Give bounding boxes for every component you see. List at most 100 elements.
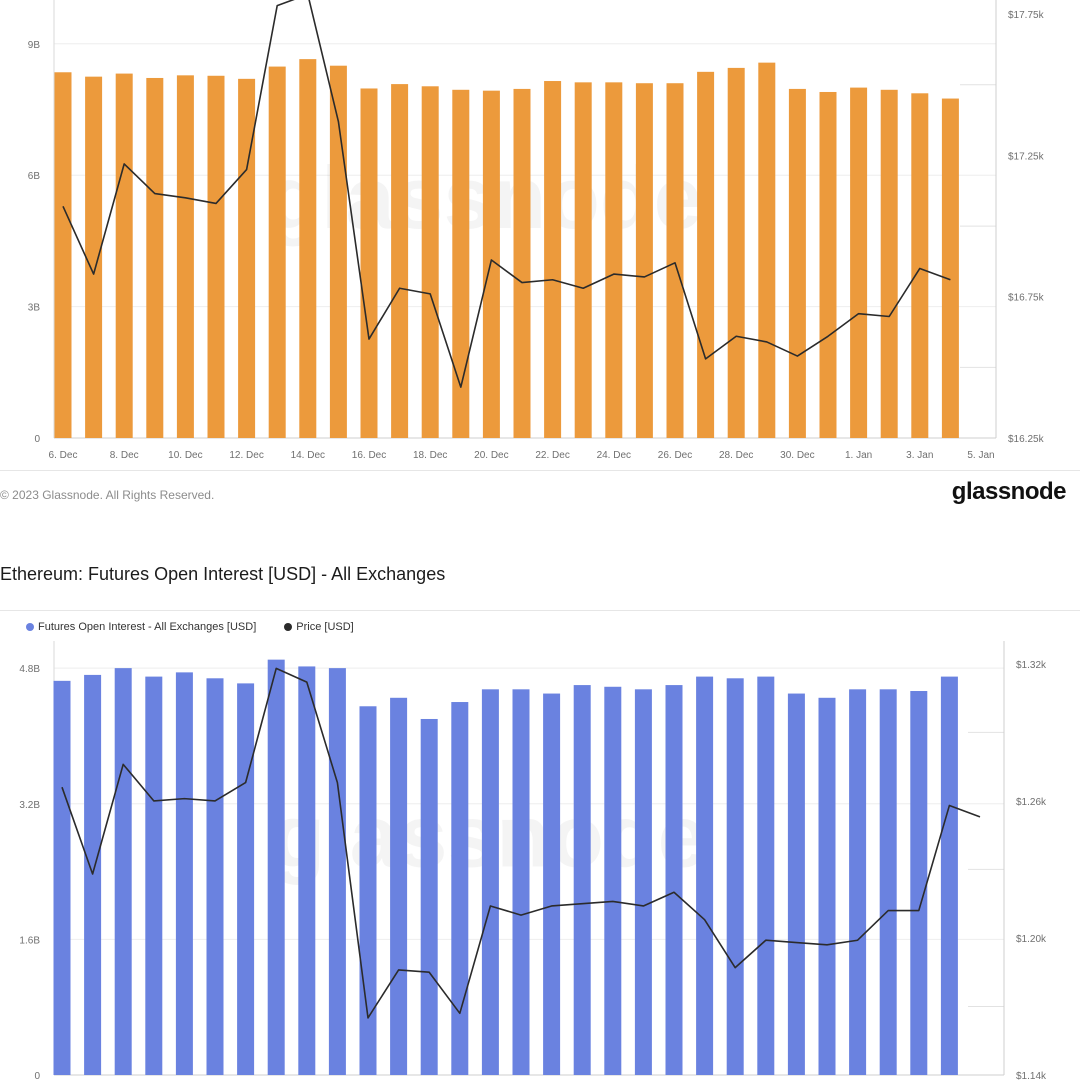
right-axis-tick-label: $1.26k bbox=[1016, 797, 1047, 808]
x-axis-tick-label: 6. Dec bbox=[49, 450, 78, 461]
oi-bar bbox=[757, 676, 775, 1075]
legend-dot-price bbox=[284, 623, 293, 631]
right-axis-tick-label: $1.14k bbox=[1016, 1071, 1047, 1082]
eth-futures-oi-chart: 01.6B3.2B4.8B$1.14k$1.20k$1.26k$1.32kgla… bbox=[19, 641, 1047, 1082]
oi-bar bbox=[329, 65, 347, 438]
legend-item-price[interactable]: Price [USD] bbox=[284, 621, 354, 633]
oi-bar bbox=[604, 686, 622, 1075]
oi-bar bbox=[328, 668, 346, 1075]
btc-futures-oi-chart-panel: 03B6B9B$16.25k$16.75k$17.25k$17.75kglass… bbox=[0, 0, 1080, 471]
right-axis-tick-label: $17.25k bbox=[1008, 151, 1045, 162]
oi-bar bbox=[85, 76, 103, 439]
oi-bar bbox=[114, 668, 132, 1075]
eth-chart-title: Ethereum: Futures Open Interest [USD] - … bbox=[0, 564, 446, 584]
right-axis-tick-label: $16.75k bbox=[1008, 293, 1045, 304]
oi-bar bbox=[360, 88, 378, 438]
oi-bar bbox=[298, 666, 316, 1075]
x-axis-tick-label: 24. Dec bbox=[597, 450, 631, 461]
oi-bar bbox=[910, 691, 928, 1075]
legend-item-open-interest[interactable]: Futures Open Interest - All Exchanges [U… bbox=[26, 621, 256, 633]
oi-bar bbox=[115, 73, 133, 439]
oi-bar bbox=[359, 706, 377, 1075]
left-axis-tick-label: 9B bbox=[28, 40, 41, 51]
legend-label-open-interest: Futures Open Interest - All Exchanges [U… bbox=[38, 621, 257, 633]
oi-bar bbox=[727, 67, 745, 438]
oi-bar bbox=[145, 676, 163, 1075]
oi-bar bbox=[481, 689, 499, 1075]
right-axis-tick-label: $1.32k bbox=[1016, 660, 1047, 671]
oi-bar bbox=[175, 672, 193, 1075]
oi-bar bbox=[818, 697, 836, 1075]
left-axis-tick-label: 4.8B bbox=[19, 664, 40, 675]
chart-legend: Futures Open Interest - All Exchanges [U… bbox=[26, 621, 354, 633]
oi-bar bbox=[543, 693, 561, 1075]
left-axis-tick-label: 3B bbox=[28, 303, 41, 314]
oi-bar bbox=[666, 83, 684, 438]
oi-bar bbox=[850, 87, 868, 438]
oi-bar bbox=[512, 689, 530, 1075]
oi-bar bbox=[237, 683, 255, 1075]
oi-bar bbox=[634, 689, 652, 1075]
x-axis-tick-label: 8. Dec bbox=[110, 450, 139, 461]
oi-bar bbox=[696, 676, 714, 1075]
oi-bar bbox=[849, 689, 867, 1075]
oi-bar bbox=[390, 697, 408, 1075]
right-axis-tick-label: $16.25k bbox=[1008, 434, 1045, 445]
legend-label-price: Price [USD] bbox=[296, 621, 354, 633]
oi-bar bbox=[391, 84, 409, 438]
price-line bbox=[62, 0, 951, 388]
x-axis-tick-label: 28. Dec bbox=[719, 450, 753, 461]
oi-bar bbox=[452, 89, 470, 438]
oi-bar bbox=[787, 693, 805, 1075]
oi-bar bbox=[207, 75, 225, 439]
oi-bar bbox=[665, 685, 683, 1075]
x-axis-tick-label: 5. Jan bbox=[967, 450, 994, 461]
oi-bar bbox=[206, 678, 224, 1075]
oi-bar bbox=[819, 91, 837, 438]
oi-bar bbox=[758, 62, 776, 438]
price-line bbox=[61, 667, 981, 1019]
oi-bar bbox=[176, 75, 194, 438]
oi-bar bbox=[544, 81, 562, 438]
x-axis-tick-label: 12. Dec bbox=[229, 450, 263, 461]
right-axis-tick-label: $1.20k bbox=[1016, 934, 1047, 945]
oi-bar bbox=[299, 59, 317, 438]
eth-futures-oi-chart-panel: 01.6B3.2B4.8B$1.14k$1.20k$1.26k$1.32kgla… bbox=[0, 610, 1080, 1089]
oi-bar bbox=[451, 702, 469, 1075]
oi-bar bbox=[697, 71, 715, 438]
oi-bar bbox=[573, 685, 591, 1075]
oi-bar bbox=[146, 77, 164, 439]
oi-bar bbox=[513, 88, 531, 438]
left-axis-tick-label: 6B bbox=[28, 171, 41, 182]
x-axis-tick-label: 18. Dec bbox=[413, 450, 447, 461]
x-axis-tick-label: 14. Dec bbox=[291, 450, 325, 461]
oi-bar bbox=[238, 78, 256, 438]
oi-bar bbox=[940, 676, 958, 1075]
oi-bar bbox=[788, 88, 806, 438]
legend-dot-open-interest bbox=[26, 623, 34, 631]
x-axis-tick-label: 3. Jan bbox=[906, 450, 933, 461]
x-axis-tick-label: 22. Dec bbox=[535, 450, 569, 461]
oi-bar bbox=[267, 659, 285, 1075]
oi-bar bbox=[911, 93, 929, 438]
x-axis-tick-label: 20. Dec bbox=[474, 450, 508, 461]
oi-bar bbox=[482, 90, 500, 438]
oi-bar bbox=[84, 674, 102, 1075]
oi-bar bbox=[941, 98, 959, 439]
oi-bar bbox=[635, 83, 653, 438]
left-axis-tick-label: 3.2B bbox=[19, 800, 40, 811]
x-axis-tick-label: 1. Jan bbox=[845, 450, 872, 461]
oi-bar bbox=[268, 66, 286, 439]
left-axis-tick-label: 0 bbox=[34, 1071, 40, 1082]
x-axis-tick-label: 16. Dec bbox=[352, 450, 386, 461]
oi-bar bbox=[880, 89, 898, 438]
right-axis-tick-label: $17.75k bbox=[1008, 10, 1045, 21]
oi-bar bbox=[53, 680, 71, 1075]
left-axis-tick-label: 0 bbox=[34, 434, 40, 445]
btc-futures-oi-chart: 03B6B9B$16.25k$16.75k$17.25k$17.75kglass… bbox=[28, 0, 1045, 461]
x-axis-tick-label: 30. Dec bbox=[780, 450, 814, 461]
x-axis-tick-label: 26. Dec bbox=[658, 450, 692, 461]
x-axis-tick-label: 10. Dec bbox=[168, 450, 202, 461]
oi-bar bbox=[879, 689, 897, 1075]
oi-bar bbox=[574, 82, 592, 439]
